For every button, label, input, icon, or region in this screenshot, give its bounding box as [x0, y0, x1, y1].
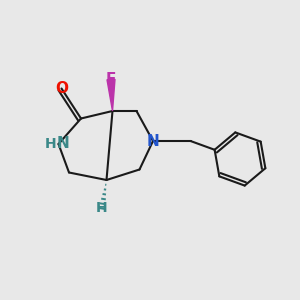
Text: N: N [147, 134, 159, 148]
Polygon shape [107, 79, 115, 111]
Text: F: F [106, 72, 116, 87]
Text: O: O [55, 81, 68, 96]
Text: H: H [45, 137, 56, 151]
Text: H: H [96, 202, 108, 215]
Text: N: N [56, 136, 69, 152]
